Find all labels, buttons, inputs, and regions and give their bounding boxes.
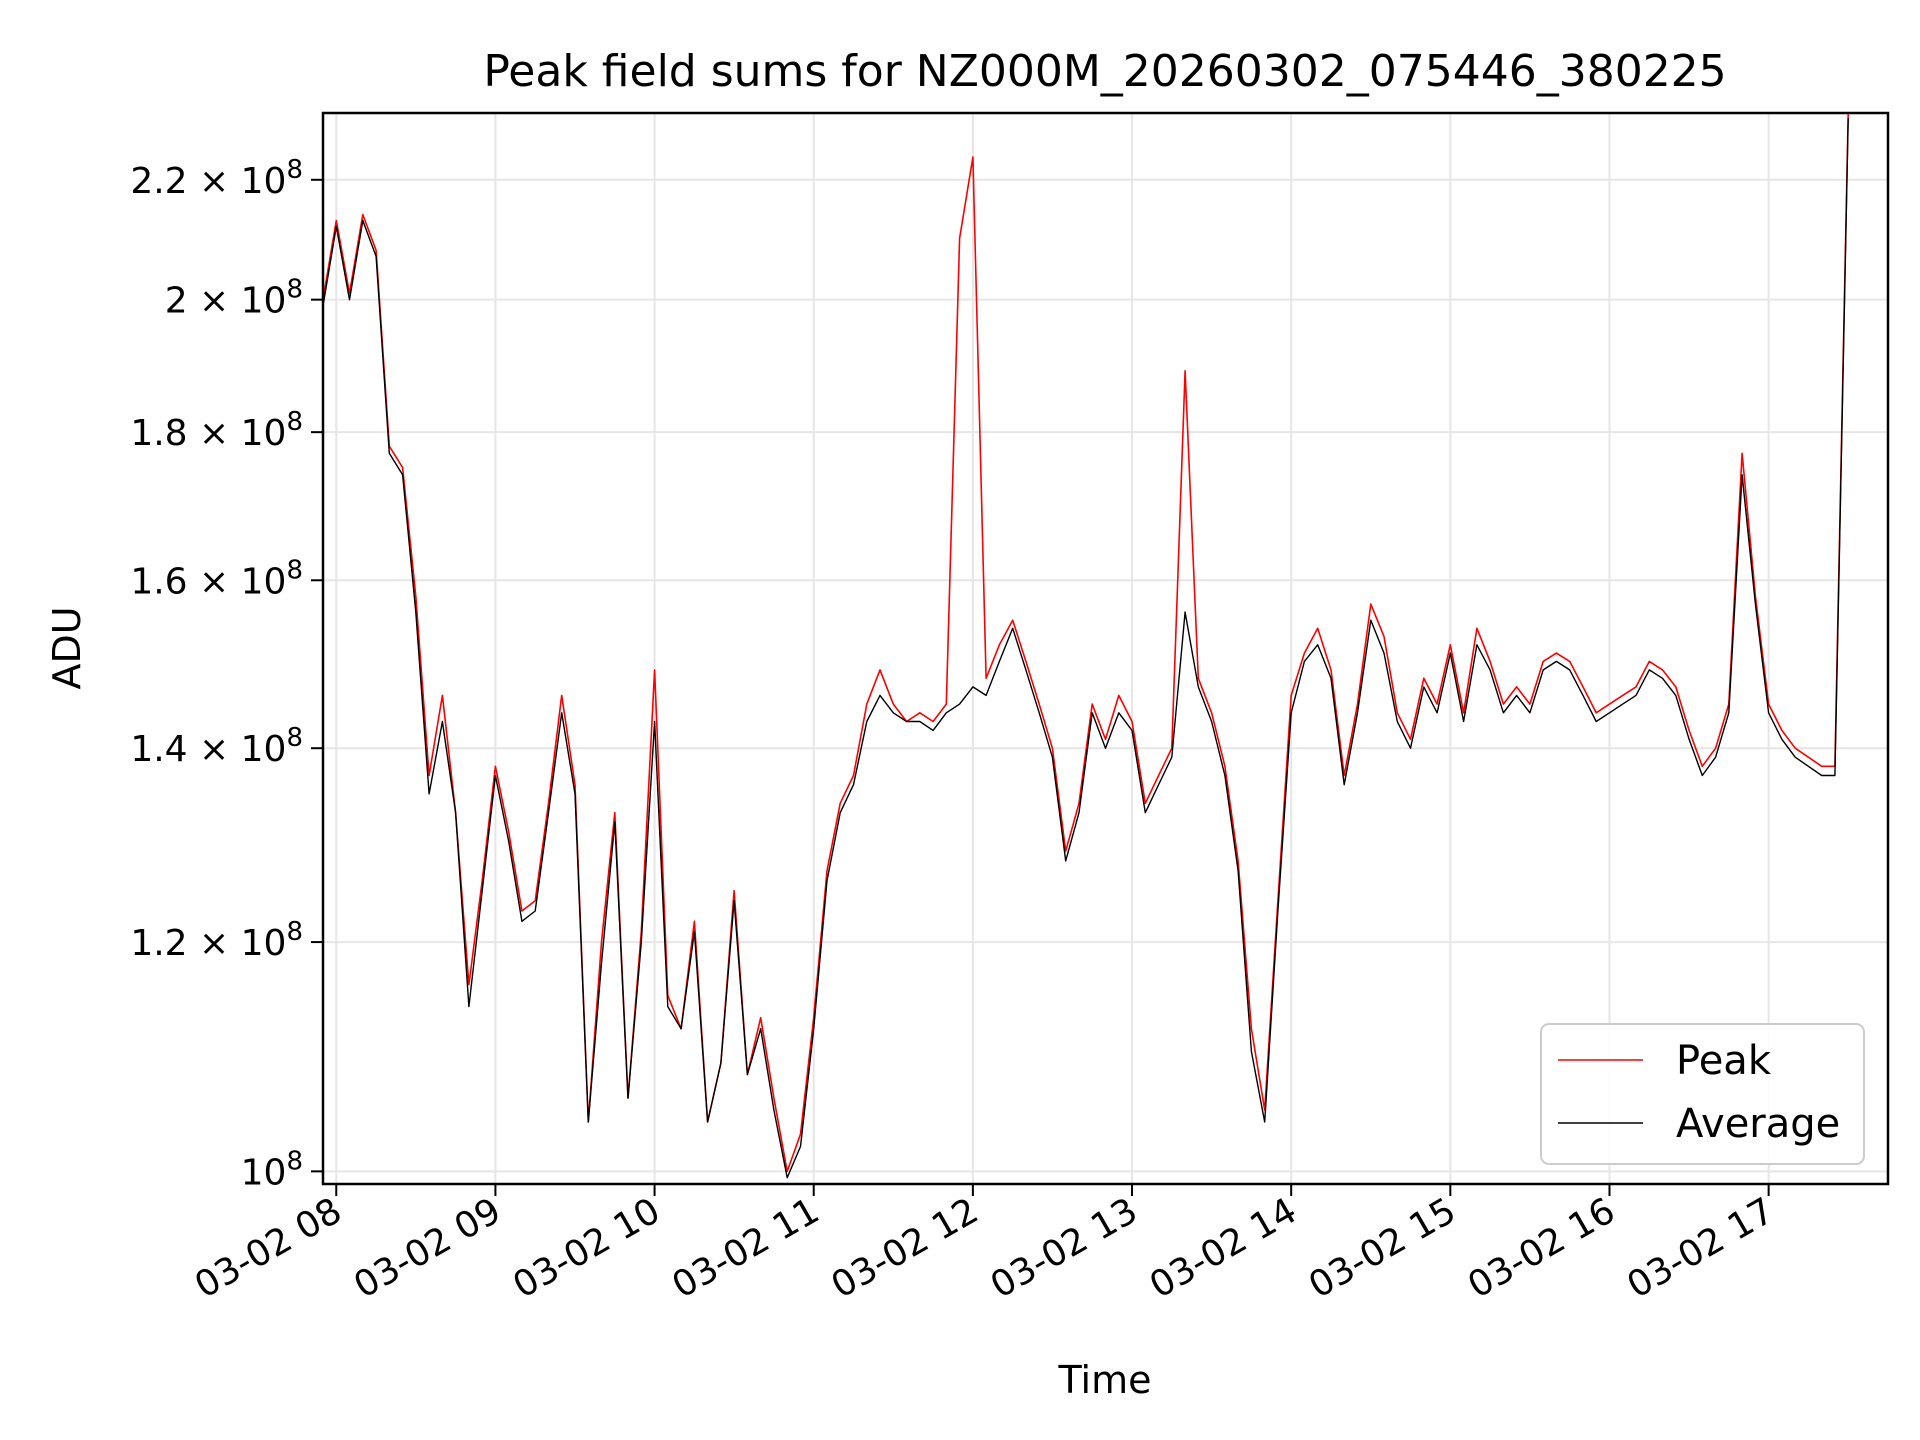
grid xyxy=(323,113,1888,1184)
y-axis-label: ADU xyxy=(45,606,89,689)
y-tick-label: 1.8 × 108 xyxy=(130,407,303,454)
y-axis: 108 1.2 × 108 1.4 × 108 1.6 × 108 1.8 × 108 2… xyxy=(130,155,323,1193)
legend-box xyxy=(1540,1023,1865,1165)
x-axis-label: Time xyxy=(1058,1358,1152,1402)
legend-label-average: Average xyxy=(1676,1101,1840,1147)
series-layer xyxy=(322,112,1849,1179)
y-tick-label: 108 xyxy=(241,1146,303,1193)
y-tick-label: 1.4 × 108 xyxy=(130,723,303,770)
legend-label-peak: Peak xyxy=(1676,1038,1772,1084)
y-tick-label: 1.6 × 108 xyxy=(130,555,303,602)
plot-frame xyxy=(321,111,1890,1186)
series-line-average xyxy=(322,118,1849,1179)
chart-title: Peak field sums for NZ000M_20260302_0754… xyxy=(483,46,1726,97)
legend: Peak Average xyxy=(1540,1023,1865,1165)
y-tick-label: 2 × 108 xyxy=(165,275,303,322)
y-tick-label: 1.2 × 108 xyxy=(130,917,303,964)
y-tick-label: 2.2 × 108 xyxy=(130,155,303,202)
